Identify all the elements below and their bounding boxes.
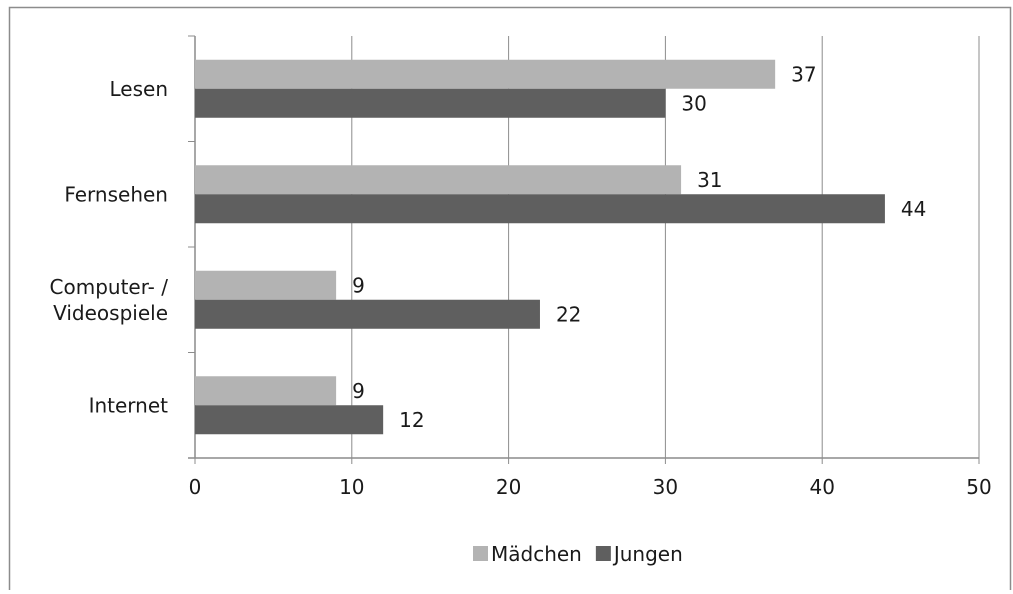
- bar-jungen-0: [195, 88, 666, 118]
- bar-mdchen-0: [195, 59, 776, 89]
- data-label: 30: [681, 91, 706, 115]
- x-tick-label: 30: [653, 475, 678, 499]
- data-labels: 37 30 31 44 9 22 9 12: [352, 62, 926, 432]
- y-tick-label: Lesen: [110, 77, 169, 101]
- bar-mdchen-2: [195, 270, 337, 300]
- x-tick-label: 50: [966, 475, 991, 499]
- bar-mdchen-3: [195, 376, 337, 406]
- x-tick-label: 20: [496, 475, 521, 499]
- legend: Mädchen Jungen: [473, 542, 683, 566]
- y-tick-label: Internet: [89, 393, 169, 417]
- bar-jungen-3: [195, 405, 384, 435]
- data-label: 37: [791, 62, 816, 86]
- bar-jungen-1: [195, 194, 885, 224]
- tick-labels: 0 10 20 30 40 50 Lesen Fernsehen Computer- / Vide…: [50, 77, 992, 499]
- data-label: 9: [352, 379, 365, 403]
- legend-label: Jungen: [612, 542, 683, 566]
- legend-swatch-1: [595, 546, 611, 561]
- chart-border: [8, 6, 1012, 594]
- bars: [195, 59, 885, 435]
- bar-jungen-2: [195, 299, 540, 329]
- y-tick-label: Computer- / Videospiele: [50, 275, 169, 325]
- y-tick-label: Fernsehen: [64, 182, 168, 206]
- data-label: 22: [556, 302, 581, 326]
- bar-mdchen-1: [195, 165, 682, 195]
- x-tick-label: 40: [809, 475, 834, 499]
- x-tick-label: 0: [189, 475, 202, 499]
- data-label: 9: [352, 273, 365, 297]
- data-label: 31: [697, 168, 722, 192]
- data-label: 12: [399, 408, 424, 432]
- data-label: 44: [901, 197, 926, 221]
- legend-label: Mädchen: [491, 542, 582, 566]
- legend-swatch-0: [473, 546, 488, 561]
- x-tick-label: 10: [339, 475, 364, 499]
